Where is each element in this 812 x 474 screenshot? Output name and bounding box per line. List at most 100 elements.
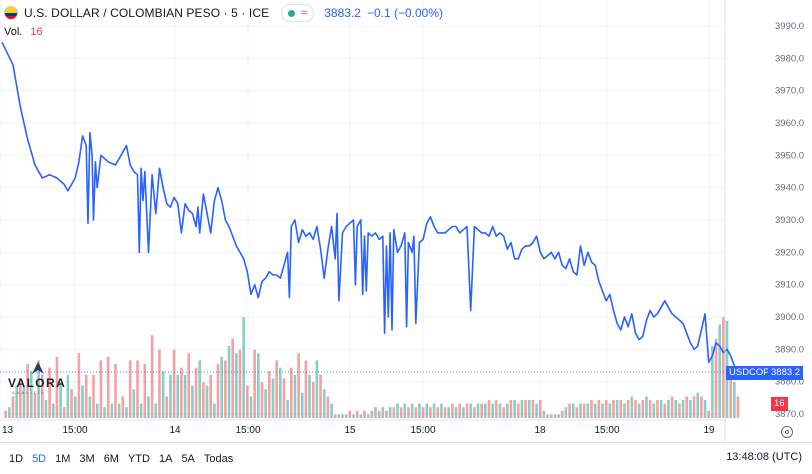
range-button-6m[interactable]: 6M bbox=[103, 452, 119, 465]
volume-bar bbox=[136, 360, 139, 418]
volume-bar bbox=[282, 378, 286, 418]
volume-bar bbox=[238, 349, 242, 418]
volume-bar bbox=[275, 360, 278, 418]
volume-bar bbox=[326, 396, 330, 418]
volume-bar bbox=[436, 407, 440, 418]
market-status-pill[interactable]: ≈ bbox=[281, 4, 315, 22]
volume-bar bbox=[597, 400, 601, 418]
volume-bar bbox=[319, 374, 322, 418]
last-price: 3883.2 bbox=[324, 6, 361, 20]
volume-bar bbox=[139, 403, 143, 418]
symbol-title[interactable]: U.S. DOLLAR / COLOMBIAN PESO · 5 · ICE bbox=[24, 6, 270, 20]
volume-bar bbox=[718, 324, 721, 418]
volume-bar bbox=[33, 392, 37, 418]
volume-bar bbox=[722, 317, 725, 418]
range-button-1a[interactable]: 1A bbox=[158, 452, 173, 465]
volume-bar bbox=[733, 382, 736, 418]
colombia-flag-icon bbox=[4, 6, 18, 20]
volume-bar bbox=[659, 400, 663, 418]
volume-bar bbox=[549, 414, 553, 418]
price-tick-label: 3940.0 bbox=[775, 183, 804, 194]
volume-bars bbox=[4, 317, 740, 418]
volume-bar bbox=[348, 410, 352, 418]
range-button-ytd[interactable]: YTD bbox=[127, 452, 150, 465]
volume-bar bbox=[542, 410, 546, 418]
volume-bar bbox=[11, 396, 15, 418]
volume-bar bbox=[268, 371, 271, 418]
range-button-1m[interactable]: 1M bbox=[55, 452, 71, 465]
volume-bar bbox=[311, 382, 315, 418]
volume-tag: 16 bbox=[771, 397, 788, 411]
volume-bar bbox=[421, 407, 425, 418]
volume-bar bbox=[286, 400, 289, 418]
range-button-5a[interactable]: 5A bbox=[181, 452, 195, 465]
volume-bar bbox=[253, 349, 256, 418]
volume-bar bbox=[231, 338, 234, 418]
settings-gear-icon[interactable] bbox=[781, 426, 793, 438]
price-tick-label: 3920.0 bbox=[775, 247, 804, 258]
volume-bar bbox=[73, 396, 77, 418]
price-axis[interactable]: 3990.0 3980.0 3970.0 3960.0 3950.0 3940.0 3930… bbox=[775, 21, 804, 420]
volume-bar bbox=[308, 374, 311, 418]
price-tick-label: 3990.0 bbox=[775, 21, 804, 32]
volume-bar bbox=[678, 403, 681, 418]
volume-bar bbox=[40, 374, 44, 418]
volume-bar bbox=[729, 367, 732, 418]
price-line bbox=[1, 41, 739, 373]
volume-bar bbox=[194, 367, 198, 418]
volume-bar bbox=[110, 403, 114, 418]
time-tick-label: 13 bbox=[2, 425, 14, 436]
volume-bar bbox=[619, 400, 623, 418]
volume-bar bbox=[242, 317, 245, 418]
volume-bar bbox=[593, 403, 597, 418]
volume-bar bbox=[26, 364, 29, 418]
volume-bar bbox=[154, 403, 158, 418]
volume-bar bbox=[425, 403, 429, 418]
price-tick-label: 3910.0 bbox=[775, 280, 804, 291]
volume-bar bbox=[293, 374, 297, 418]
range-button-1d[interactable]: 1D bbox=[9, 452, 24, 465]
volume-bar bbox=[377, 410, 381, 418]
range-button-5d[interactable]: 5D bbox=[32, 452, 47, 465]
utc-clock[interactable]: 13:48:08 (UTC) bbox=[726, 451, 802, 463]
range-button-3m[interactable]: 3M bbox=[79, 452, 95, 465]
volume-bar bbox=[172, 349, 176, 418]
bottom-toolbar: 1D 5D 1M 3M 6M YTD 1A 5A Todas 13:48:08 (UTC) bbox=[0, 442, 812, 474]
volume-bar bbox=[527, 400, 531, 418]
volume-bar bbox=[538, 400, 542, 418]
volume-bar bbox=[407, 407, 410, 418]
price-tick-label: 3970.0 bbox=[775, 86, 804, 97]
price-tick-label: 3950.0 bbox=[775, 150, 804, 161]
volume-bar bbox=[187, 353, 191, 418]
time-axis[interactable]: 13 15:00 14 15:00 15 15:00 18 15:00 19 bbox=[2, 425, 715, 436]
volume-bar bbox=[634, 400, 637, 418]
volume-bar bbox=[359, 414, 363, 418]
range-button-todas[interactable]: Todas bbox=[203, 452, 234, 465]
volume-bar bbox=[524, 400, 527, 418]
volume-bar bbox=[707, 410, 711, 418]
price-tick-label: 3900.0 bbox=[775, 312, 804, 323]
volume-bar bbox=[147, 396, 150, 418]
price-tick-label: 3980.0 bbox=[775, 53, 804, 64]
logo-mark-icon bbox=[32, 362, 44, 374]
volume-bar bbox=[641, 400, 645, 418]
volume-bar bbox=[645, 396, 648, 418]
volume-bar bbox=[235, 353, 238, 418]
volume-bar bbox=[487, 400, 491, 418]
volume-bar bbox=[246, 385, 249, 418]
volume-bar bbox=[103, 407, 106, 418]
volume-bar bbox=[626, 400, 630, 418]
time-tick-label: 14 bbox=[169, 425, 181, 436]
volume-bar bbox=[696, 392, 700, 418]
volume-bar bbox=[546, 414, 549, 418]
volume-bar bbox=[575, 407, 579, 418]
volume-bar bbox=[520, 400, 524, 418]
volume-bar bbox=[590, 400, 593, 418]
market-open-icon bbox=[288, 9, 296, 17]
volume-bar bbox=[132, 389, 136, 418]
volume-bar bbox=[381, 407, 385, 418]
volume-bar bbox=[670, 396, 674, 418]
volume-bar bbox=[535, 403, 538, 418]
